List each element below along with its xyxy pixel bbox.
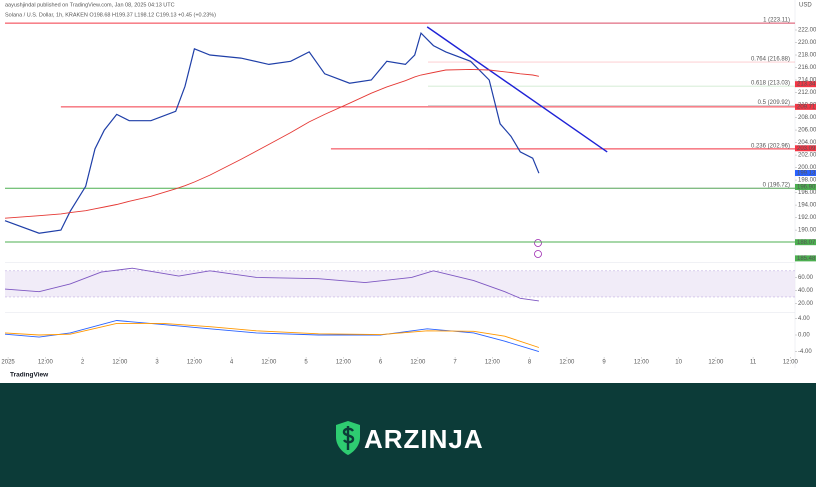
chart-background: [0, 0, 816, 383]
symbol-info: Solana / U.S. Dollar, 1h, KRAKEN O198.68…: [5, 12, 216, 18]
brand-name: ARZINJA: [364, 424, 484, 454]
y-tick-label: 222.00: [798, 28, 816, 34]
series-line: [4, 322, 540, 348]
y-tick-label: 0.00: [798, 333, 810, 339]
x-tick-label: 12:00: [410, 360, 426, 366]
y-tick-label: 216.00: [798, 65, 816, 71]
fib-label: 0.764 (216.88): [751, 57, 790, 63]
x-tick-label: 12:00: [336, 360, 352, 366]
price-marker: [795, 183, 816, 190]
y-tick-label: 212.00: [798, 90, 816, 96]
price-marker-label: 209.71: [797, 104, 816, 110]
y-tick-label: 194.00: [798, 203, 816, 209]
price-marker: [795, 239, 816, 246]
brand-banner: [0, 383, 816, 487]
series-line: [4, 68, 539, 219]
x-tick-label: 12:00: [783, 360, 799, 366]
y-tick-label: 4.00: [798, 316, 810, 322]
price-marker: [795, 145, 816, 152]
x-tick-label: 5: [304, 360, 308, 366]
x-tick-label: 12:00: [634, 360, 650, 366]
x-tick-label: 7: [453, 360, 457, 366]
y-tick-label: 206.00: [798, 128, 816, 134]
y-tick-label: 196.00: [798, 190, 816, 196]
x-tick-label: 12:00: [708, 360, 724, 366]
x-tick-label: 12:00: [485, 360, 501, 366]
y-tick-label: 198.00: [798, 178, 816, 184]
fib-label: 0.618 (213.03): [751, 81, 790, 87]
price-marker-label: 199.13: [797, 171, 816, 177]
series-line: [4, 320, 540, 353]
x-tick-label: 12:00: [559, 360, 575, 366]
x-tick-label: 8: [528, 360, 532, 366]
y-tick-label: 192.00: [798, 215, 816, 221]
x-tick-label: 12:00: [38, 360, 54, 366]
rsi-band: [5, 270, 795, 297]
y-tick-label: 208.00: [798, 115, 816, 121]
x-tick-label: 4: [230, 360, 234, 366]
event-icon[interactable]: [534, 250, 542, 258]
event-icon[interactable]: [534, 239, 542, 247]
y-tick-label: 204.00: [798, 140, 816, 146]
x-tick-label: 6: [379, 360, 383, 366]
fib-label: 0.236 (202.96): [751, 144, 790, 150]
price-marker-label: 188.07: [797, 240, 816, 246]
y-tick-label: -4.00: [798, 349, 812, 355]
tradingview-logo: TradingView: [10, 372, 49, 379]
fib-label: 0.5 (209.92): [758, 100, 790, 106]
price-marker: [795, 255, 816, 262]
y-tick-label: 40.00: [798, 288, 814, 294]
price-marker-label: 203.09: [797, 146, 816, 152]
currency: USD: [799, 3, 812, 9]
trendline: [426, 26, 608, 153]
y-tick-label: 214.00: [798, 78, 816, 84]
y-tick-label: 190.00: [798, 228, 816, 234]
fib-label: 1 (223.11): [763, 18, 790, 24]
y-tick-label: 220.00: [798, 40, 816, 46]
price-marker: [795, 103, 816, 110]
x-tick-label: 11: [750, 360, 757, 366]
series-line: [4, 31, 540, 234]
y-tick-label: 202.00: [798, 153, 816, 159]
x-tick-label: 12:00: [112, 360, 128, 366]
price-marker-label: 196.90: [797, 185, 816, 191]
y-tick-label: 200.00: [798, 165, 816, 171]
x-tick-label: 2025: [1, 360, 15, 366]
x-tick-label: 12:00: [261, 360, 277, 366]
y-tick-label: 20.00: [798, 301, 814, 307]
series-line: [4, 267, 539, 302]
x-tick-label: 12:00: [187, 360, 203, 366]
price-marker: [795, 170, 816, 177]
price-marker: [795, 81, 816, 88]
x-tick-label: 3: [155, 360, 159, 366]
y-tick-label: 218.00: [798, 53, 816, 59]
fib-label: 0 (196.72): [763, 183, 790, 189]
brand-icon-symbol: [342, 426, 355, 450]
x-tick-label: 10: [675, 360, 682, 366]
y-tick-label: 60.00: [798, 275, 814, 281]
x-tick-label: 2: [81, 360, 85, 366]
publisher-note: aayushjindal published on TradingView.co…: [5, 2, 175, 8]
price-marker-label: 185.48: [797, 256, 816, 262]
price-marker-label: 213.34: [797, 82, 816, 88]
x-tick-label: 9: [602, 360, 606, 366]
